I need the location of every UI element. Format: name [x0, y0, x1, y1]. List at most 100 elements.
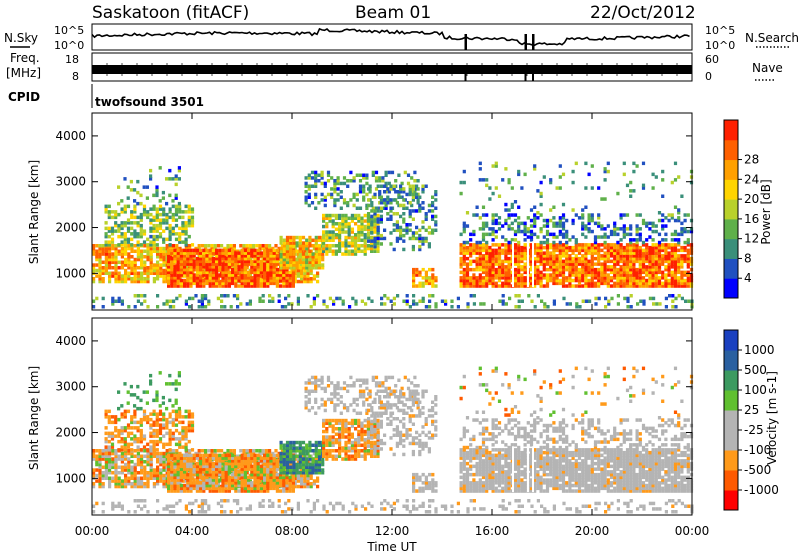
- velocity-cell: [149, 457, 153, 461]
- power-cell: [623, 296, 627, 301]
- power-cell: [536, 273, 540, 277]
- power-cell: [146, 305, 150, 309]
- power-cell: [571, 169, 575, 174]
- power-cell: [424, 281, 428, 286]
- power-cell: [101, 277, 105, 281]
- velocity-cell: [176, 475, 180, 480]
- power-cell: [104, 221, 108, 225]
- power-cell: [497, 259, 502, 264]
- power-cell: [501, 248, 505, 253]
- power-cell: [133, 221, 137, 225]
- power-cell: [215, 281, 219, 286]
- velocity-cell: [173, 461, 177, 466]
- power-cell: [231, 256, 235, 261]
- power-cell: [581, 208, 585, 212]
- power-cell: [376, 184, 380, 188]
- power-cell: [155, 229, 159, 233]
- velocity-cell: [162, 473, 166, 478]
- power-cell: [224, 267, 228, 272]
- power-cell: [320, 170, 324, 175]
- velocity-cell: [186, 486, 190, 491]
- power-cell: [462, 256, 466, 261]
- power-cell: [488, 259, 492, 264]
- power-cell: [450, 299, 454, 303]
- power-cell: [478, 273, 482, 277]
- power-cell: [370, 214, 374, 219]
- power-cell: [192, 248, 196, 253]
- power-cell: [322, 244, 326, 248]
- power-cell: [288, 281, 292, 286]
- power-cell: [104, 271, 108, 275]
- power-cell: [536, 243, 540, 247]
- power-cell: [374, 170, 379, 175]
- power-cell: [526, 216, 530, 220]
- power-cell: [186, 262, 190, 266]
- velocity-cell: [220, 449, 224, 453]
- power-cell: [199, 259, 203, 264]
- power-cell: [593, 248, 598, 253]
- power-cell: [173, 284, 177, 288]
- power-cell: [114, 266, 118, 270]
- power-cell: [211, 278, 215, 283]
- power-cell: [152, 193, 156, 198]
- power-cell: [120, 277, 124, 281]
- power-cell: [491, 281, 495, 286]
- power-cell: [370, 223, 374, 227]
- power-cell: [465, 245, 470, 250]
- power-cell: [555, 256, 559, 261]
- power-cell: [266, 281, 270, 286]
- power-cell: [494, 273, 498, 277]
- power-cell: [523, 227, 527, 231]
- power-cell: [300, 279, 304, 284]
- power-cell: [530, 299, 534, 303]
- power-cell: [552, 302, 556, 306]
- power-cell: [478, 240, 482, 245]
- power-cell: [651, 243, 655, 247]
- power-cell: [568, 262, 572, 266]
- power-cell: [488, 273, 492, 277]
- power-cell: [168, 210, 172, 214]
- power-cell: [606, 281, 610, 286]
- power-cell: [520, 256, 524, 261]
- power-cell: [279, 267, 283, 272]
- power-cell: [331, 235, 335, 240]
- power-cell: [558, 175, 562, 179]
- power-cell: [298, 238, 302, 242]
- power-cell: [478, 256, 482, 261]
- velocity-cell: [111, 449, 115, 453]
- velocity-cell: [199, 489, 203, 493]
- power-cell: [428, 299, 432, 303]
- power-cell: [167, 270, 171, 275]
- power-cell: [197, 305, 201, 309]
- power-cell: [231, 259, 235, 264]
- power-cell: [661, 262, 665, 266]
- power-cell: [255, 244, 259, 248]
- power-cell: [170, 270, 174, 275]
- power-cell: [287, 302, 291, 306]
- power-cell: [555, 265, 559, 269]
- velocity-cell: [220, 465, 224, 469]
- power-cell: [204, 252, 208, 256]
- power-cell: [266, 248, 270, 253]
- power-cell: [189, 273, 193, 277]
- velocity-cell: [204, 457, 208, 461]
- power-cell: [189, 267, 193, 272]
- power-cell: [491, 191, 495, 196]
- velocity-cell: [183, 483, 187, 488]
- power-cell: [156, 271, 160, 275]
- power-cell: [415, 267, 419, 272]
- power-cell: [673, 262, 678, 266]
- power-cell: [338, 235, 342, 240]
- power-cell: [146, 271, 150, 275]
- power-cell: [613, 284, 617, 288]
- power-cell: [642, 299, 646, 303]
- power-cell: [415, 273, 419, 277]
- power-cell: [629, 294, 633, 298]
- power-cell: [387, 181, 391, 186]
- power-cell: [387, 170, 391, 175]
- power-cell: [655, 302, 659, 306]
- power-cell: [107, 240, 111, 244]
- power-cell: [208, 251, 212, 255]
- power-cell: [220, 305, 224, 309]
- power-cell: [256, 284, 260, 288]
